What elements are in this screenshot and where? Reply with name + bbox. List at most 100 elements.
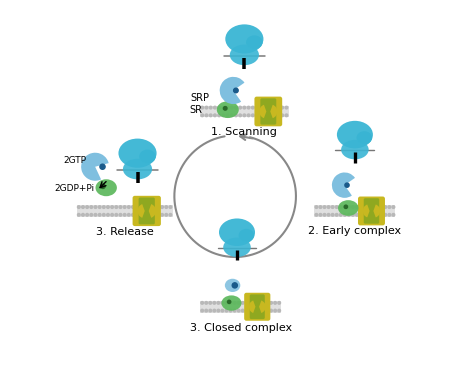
- FancyBboxPatch shape: [250, 294, 265, 319]
- Circle shape: [383, 205, 387, 209]
- Bar: [200, 301, 281, 313]
- Circle shape: [131, 205, 135, 209]
- Wedge shape: [149, 204, 156, 218]
- Circle shape: [277, 301, 281, 305]
- Ellipse shape: [123, 159, 152, 180]
- Circle shape: [217, 105, 221, 110]
- Circle shape: [135, 213, 139, 217]
- Circle shape: [217, 113, 221, 117]
- Circle shape: [144, 213, 147, 217]
- Circle shape: [255, 105, 259, 110]
- Circle shape: [347, 205, 351, 209]
- Circle shape: [152, 213, 156, 217]
- Circle shape: [264, 105, 267, 110]
- Ellipse shape: [225, 24, 264, 53]
- Circle shape: [81, 205, 85, 209]
- Ellipse shape: [246, 35, 263, 49]
- Circle shape: [269, 309, 273, 313]
- Circle shape: [89, 213, 93, 217]
- Circle shape: [234, 88, 238, 93]
- Circle shape: [98, 213, 101, 217]
- Circle shape: [261, 309, 265, 313]
- Circle shape: [234, 105, 238, 110]
- FancyBboxPatch shape: [364, 198, 379, 224]
- Circle shape: [280, 105, 284, 110]
- Circle shape: [127, 213, 131, 217]
- Circle shape: [212, 301, 216, 305]
- Circle shape: [363, 205, 367, 209]
- Circle shape: [118, 213, 122, 217]
- Circle shape: [383, 213, 387, 217]
- Circle shape: [98, 205, 101, 209]
- Circle shape: [253, 301, 257, 305]
- Circle shape: [392, 205, 395, 209]
- Circle shape: [327, 205, 330, 209]
- FancyBboxPatch shape: [244, 293, 270, 321]
- Circle shape: [221, 105, 225, 110]
- Circle shape: [379, 213, 383, 217]
- Circle shape: [213, 113, 217, 117]
- Circle shape: [85, 213, 89, 217]
- Circle shape: [223, 107, 227, 110]
- Circle shape: [251, 113, 255, 117]
- Circle shape: [268, 105, 272, 110]
- Circle shape: [118, 205, 122, 209]
- Circle shape: [114, 213, 118, 217]
- Circle shape: [77, 205, 81, 209]
- Circle shape: [139, 213, 143, 217]
- Circle shape: [230, 113, 234, 117]
- Circle shape: [204, 113, 209, 117]
- Ellipse shape: [219, 218, 255, 246]
- Circle shape: [259, 113, 263, 117]
- Circle shape: [355, 213, 359, 217]
- Circle shape: [147, 213, 152, 217]
- Text: 2GDP+Pi: 2GDP+Pi: [55, 184, 95, 193]
- Circle shape: [277, 309, 281, 313]
- Ellipse shape: [139, 150, 156, 163]
- Circle shape: [147, 205, 152, 209]
- Circle shape: [264, 113, 267, 117]
- Circle shape: [261, 301, 265, 305]
- Circle shape: [246, 105, 251, 110]
- Circle shape: [238, 113, 242, 117]
- Circle shape: [387, 205, 392, 209]
- Circle shape: [242, 113, 246, 117]
- Circle shape: [220, 301, 225, 305]
- FancyBboxPatch shape: [260, 98, 276, 125]
- Circle shape: [351, 205, 355, 209]
- Circle shape: [343, 205, 347, 209]
- Circle shape: [106, 213, 110, 217]
- Wedge shape: [137, 204, 145, 218]
- Circle shape: [93, 213, 98, 217]
- Ellipse shape: [238, 229, 254, 242]
- Circle shape: [221, 113, 225, 117]
- Circle shape: [330, 205, 335, 209]
- Circle shape: [367, 213, 371, 217]
- Circle shape: [200, 301, 204, 305]
- Circle shape: [241, 301, 245, 305]
- Circle shape: [265, 309, 269, 313]
- Wedge shape: [332, 172, 355, 198]
- Circle shape: [110, 213, 114, 217]
- Circle shape: [225, 301, 228, 305]
- Circle shape: [81, 213, 85, 217]
- Circle shape: [168, 205, 173, 209]
- Circle shape: [371, 205, 375, 209]
- Circle shape: [204, 301, 208, 305]
- Wedge shape: [363, 205, 370, 217]
- Circle shape: [249, 301, 253, 305]
- Circle shape: [251, 105, 255, 110]
- Circle shape: [232, 283, 237, 288]
- Text: 3. Closed complex: 3. Closed complex: [190, 323, 292, 333]
- Circle shape: [314, 213, 319, 217]
- Ellipse shape: [217, 101, 239, 118]
- Circle shape: [228, 300, 231, 304]
- Circle shape: [164, 213, 168, 217]
- Circle shape: [209, 105, 213, 110]
- Circle shape: [392, 213, 395, 217]
- Circle shape: [168, 213, 173, 217]
- Circle shape: [344, 205, 347, 208]
- Ellipse shape: [356, 131, 372, 144]
- Wedge shape: [249, 300, 255, 313]
- Circle shape: [226, 105, 229, 110]
